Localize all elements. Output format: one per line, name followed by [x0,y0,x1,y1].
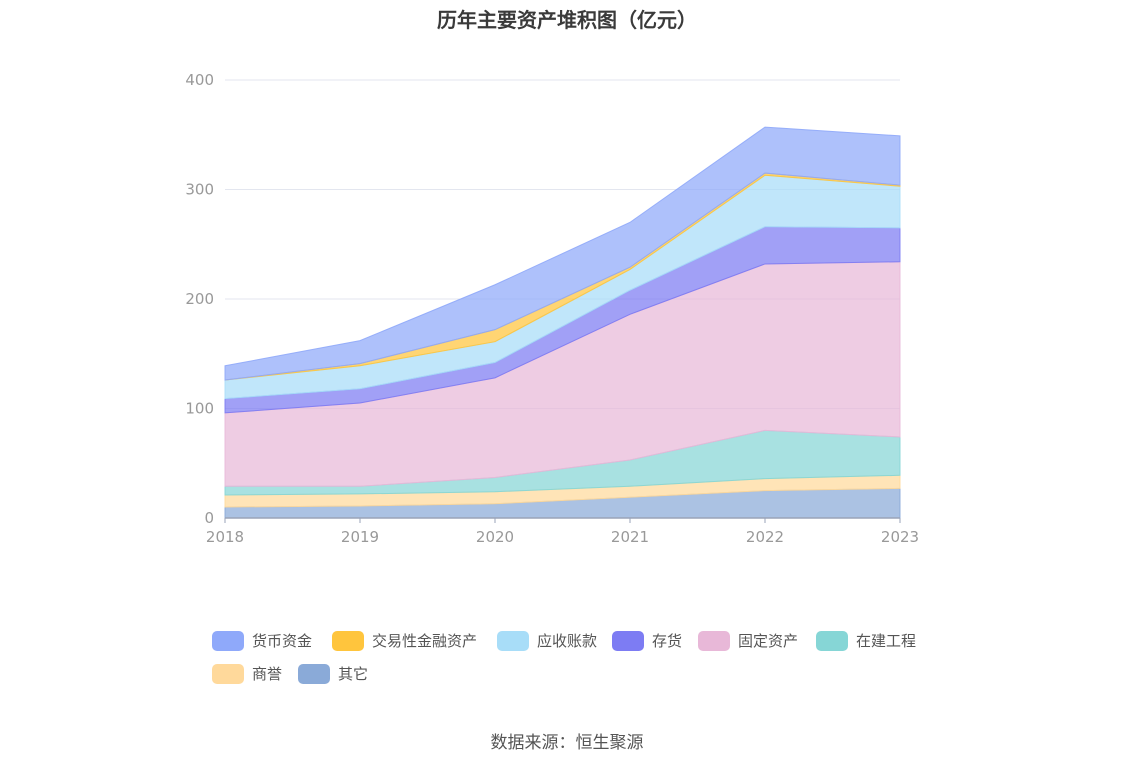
legend-swatch [332,630,364,651]
legend-item[interactable]: 货币资金 [212,630,312,651]
y-tick-label: 200 [185,290,214,308]
legend-item[interactable]: 在建工程 [816,630,916,651]
legend-swatch [212,663,244,684]
chart-title: 历年主要资产堆积图（亿元） [437,8,697,32]
x-tick-label: 2019 [341,528,379,546]
x-tick-label: 2021 [611,528,649,546]
x-tick-label: 2018 [206,528,244,546]
legend-label: 交易性金融资产 [372,632,478,650]
legend-label: 货币资金 [252,632,313,650]
axes: 2018 2019 2020 2021 2022 2023 [206,517,919,546]
legend-item[interactable]: 商誉 [212,663,282,684]
y-tick-label: 400 [185,71,214,89]
x-tick-label: 2020 [476,528,514,546]
legend-swatch [212,630,244,651]
legend-label: 应收账款 [537,632,598,650]
legend-item[interactable]: 其它 [298,663,368,684]
legend-label: 其它 [338,665,369,683]
legend-label: 商誉 [252,665,283,683]
data-source-note: 数据来源：恒生聚源 [490,733,644,753]
x-tick-label: 2022 [746,528,784,546]
legend-label: 在建工程 [856,632,917,650]
legend-label: 存货 [652,632,683,650]
area-series-7[interactable] [224,126,901,381]
legend-swatch [816,630,848,651]
legend-swatch [698,630,730,651]
y-tick-label: 0 [204,509,214,527]
legend-swatch [298,663,330,684]
legend-item[interactable]: 应收账款 [497,630,597,651]
legend-item[interactable]: 存货 [612,630,682,651]
y-tick-label: 300 [185,181,214,199]
legend-swatch [497,630,529,651]
legend-label: 固定资产 [738,632,799,650]
x-tick-label: 2023 [881,528,919,546]
legend-item[interactable]: 固定资产 [698,630,798,651]
grid-lines: 0 100 200 300 400 [185,71,900,527]
stacked-areas [224,126,901,519]
y-tick-label: 100 [185,400,214,418]
legend-item[interactable]: 交易性金融资产 [332,630,477,651]
legend-swatch [612,630,644,651]
